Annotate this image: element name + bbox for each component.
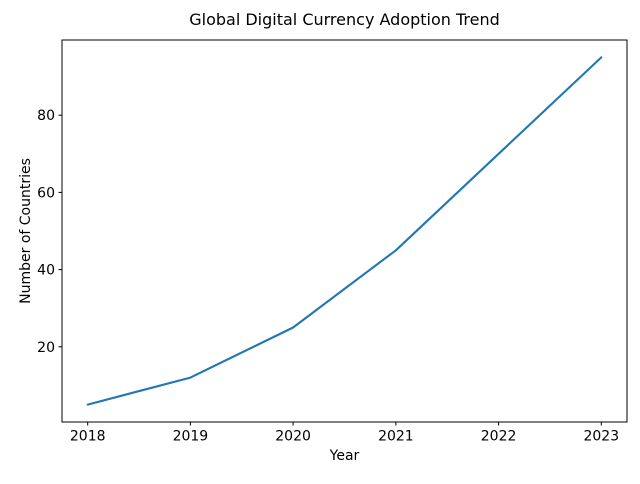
x-tick-label: 2018 (70, 429, 106, 445)
y-tick-label: 20 (37, 340, 55, 356)
chart-title: Global Digital Currency Adoption Trend (189, 10, 500, 29)
x-tick-label: 2022 (481, 429, 517, 445)
y-axis-ticks: 20 40 60 80 (37, 108, 62, 356)
y-tick-label: 80 (37, 108, 55, 124)
y-axis-label: Number of Countries (18, 158, 34, 304)
x-tick-label: 2021 (378, 429, 414, 445)
adoption-trend-line (86, 56, 603, 406)
plot-frame (61, 39, 628, 423)
x-axis-label: Year (329, 448, 360, 464)
y-tick-label: 40 (37, 263, 55, 279)
x-tick-label: 2019 (173, 429, 209, 445)
x-tick-label: 2020 (275, 429, 311, 445)
y-tick-label: 60 (37, 185, 55, 201)
x-axis-ticks: 2018 2019 2020 2021 2022 2023 (70, 422, 619, 445)
x-tick-label: 2023 (583, 429, 619, 445)
